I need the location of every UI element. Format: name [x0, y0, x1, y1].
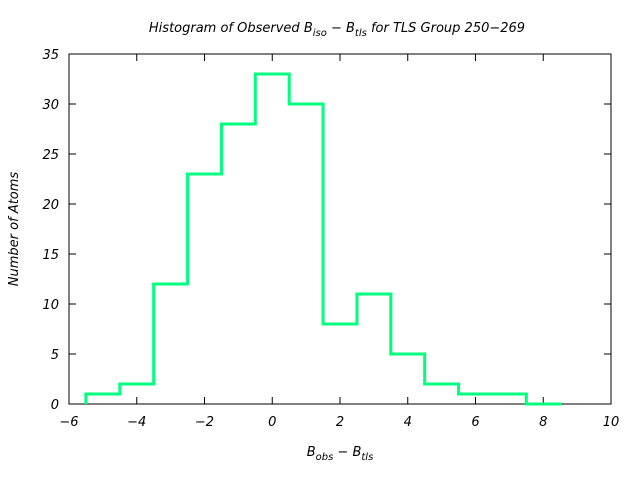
xlabel-mid: − B — [333, 445, 361, 460]
x-tick-label: 6 — [471, 415, 479, 430]
y-tick-label: 25 — [42, 148, 59, 163]
title-prefix: Histogram of Observed B — [149, 21, 313, 36]
y-tick-label: 0 — [51, 398, 59, 413]
title-sub-tls: tls — [355, 28, 367, 39]
xlabel-b: B — [307, 445, 316, 460]
y-tick-label: 35 — [42, 48, 59, 63]
plot-frame — [68, 53, 612, 405]
xlabel-sub-tls: tls — [361, 452, 373, 463]
x-axis-label: Bobs − Btls — [307, 445, 374, 463]
x-tick-label: 8 — [539, 415, 547, 430]
x-tick-label: 2 — [336, 415, 344, 430]
title-middle: − B — [327, 21, 355, 36]
y-tick-label: 20 — [42, 198, 59, 213]
y-axis-label: Number of Atoms — [7, 172, 22, 287]
x-tick-label: −6 — [59, 415, 78, 430]
x-tick-label: 10 — [603, 415, 620, 430]
title-sub-iso: iso — [313, 28, 327, 39]
xlabel-sub-obs: obs — [316, 452, 334, 463]
x-tick-label: −4 — [127, 415, 146, 430]
y-tick-label: 5 — [51, 348, 59, 363]
x-tick-label: 0 — [268, 415, 276, 430]
y-tick-label: 15 — [42, 248, 59, 263]
y-tick-label: 30 — [42, 98, 59, 113]
title-suffix: for TLS Group 250−269 — [367, 21, 525, 36]
y-tick-label: 10 — [42, 298, 59, 313]
chart-title: Histogram of Observed Biso − Btls for TL… — [149, 21, 525, 39]
plot-area: −6 −4 −2 0 2 4 6 8 10 0 5 10 15 20 25 30 35 — [42, 48, 619, 430]
x-tick-label: 4 — [404, 415, 412, 430]
x-tick-label: −2 — [195, 415, 214, 430]
